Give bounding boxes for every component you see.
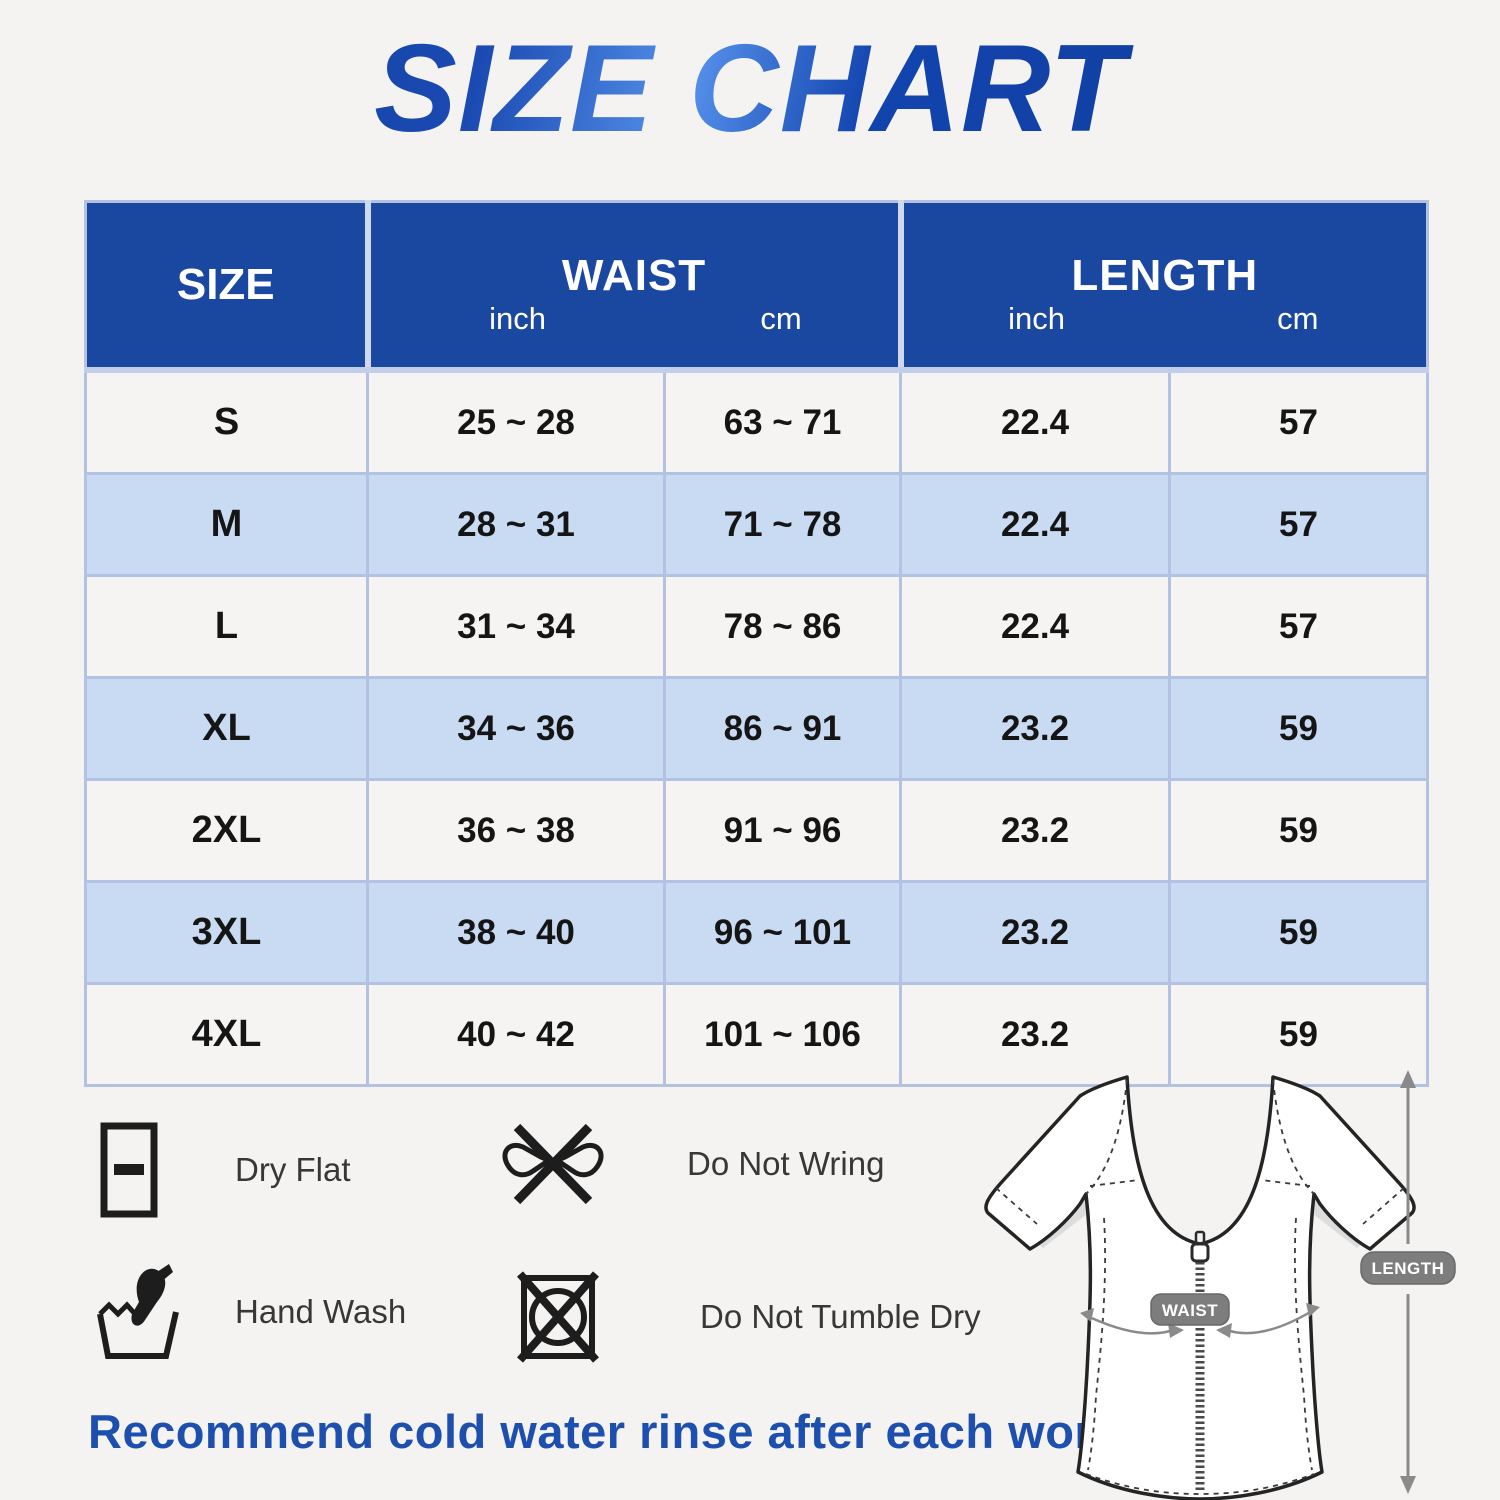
dry-flat-icon bbox=[100, 1122, 158, 1218]
length-label-pill: LENGTH bbox=[1360, 1251, 1456, 1285]
cell-length-cm: 59 bbox=[1168, 676, 1430, 781]
garment-outline bbox=[984, 1075, 1416, 1500]
waist-arrowheads bbox=[1080, 1303, 1320, 1338]
cell-waist-inch: 40 ~ 42 bbox=[366, 982, 666, 1087]
waist-label-pill: WAIST bbox=[1150, 1293, 1230, 1326]
cell-waist-cm: 91 ~ 96 bbox=[662, 778, 903, 883]
care-item-dry-flat: Dry Flat bbox=[100, 1122, 351, 1218]
do-not-tumble-dry-icon bbox=[517, 1271, 599, 1363]
length-arrow bbox=[1400, 1070, 1416, 1494]
do-not-wring-icon bbox=[502, 1123, 604, 1205]
header-length-inch: inch bbox=[897, 301, 1170, 373]
size-table: SIZE WAIST LENGTH inch cm inch cm S 25 ~… bbox=[84, 200, 1430, 1087]
cell-waist-inch: 38 ~ 40 bbox=[366, 880, 666, 985]
svg-text:LENGTH: LENGTH bbox=[1372, 1259, 1445, 1278]
cell-length-inch: 22.4 bbox=[899, 368, 1172, 475]
cell-length-inch: 23.2 bbox=[899, 982, 1172, 1087]
cell-length-inch: 23.2 bbox=[899, 880, 1172, 985]
table-row-2xl: 2XL 36 ~ 38 91 ~ 96 23.2 59 bbox=[84, 778, 1430, 883]
waist-arrows bbox=[1082, 1306, 1318, 1335]
svg-text:WAIST: WAIST bbox=[1162, 1301, 1218, 1320]
table-row-4xl: 4XL 40 ~ 42 101 ~ 106 23.2 59 bbox=[84, 982, 1430, 1087]
care-label: Hand Wash bbox=[235, 1293, 407, 1330]
cell-waist-cm: 63 ~ 71 bbox=[662, 368, 903, 475]
cell-size: M bbox=[84, 472, 369, 577]
table-row-xl: XL 34 ~ 36 86 ~ 91 23.2 59 bbox=[84, 676, 1430, 781]
note-text: Recommend cold water rinse after each wo… bbox=[88, 1405, 1208, 1458]
table-row-s: S 25 ~ 28 63 ~ 71 22.4 57 bbox=[84, 368, 1430, 475]
cell-waist-cm: 78 ~ 86 bbox=[662, 574, 903, 679]
table-row-3xl: 3XL 38 ~ 40 96 ~ 101 23.2 59 bbox=[84, 880, 1430, 985]
cell-waist-cm: 86 ~ 91 bbox=[662, 676, 903, 781]
cell-length-inch: 22.4 bbox=[899, 574, 1172, 679]
cell-size: 3XL bbox=[84, 880, 369, 985]
cell-length-cm: 59 bbox=[1168, 880, 1430, 985]
care-label: Do Not Wring bbox=[687, 1145, 885, 1182]
care-item-hand-wash: Hand Wash bbox=[95, 1262, 406, 1362]
care-label: Dry Flat bbox=[235, 1151, 351, 1188]
cell-waist-cm: 101 ~ 106 bbox=[662, 982, 903, 1087]
cell-waist-cm: 96 ~ 101 bbox=[662, 880, 903, 985]
header-waist-cm: cm bbox=[664, 301, 901, 373]
cell-length-inch: 22.4 bbox=[899, 472, 1172, 577]
cell-length-cm: 57 bbox=[1168, 472, 1430, 577]
cell-length-cm: 59 bbox=[1168, 778, 1430, 883]
page-title: SIZE CHART bbox=[0, 18, 1500, 160]
header-length-cm: cm bbox=[1169, 301, 1428, 373]
cell-size: S bbox=[84, 368, 369, 475]
cell-size: 2XL bbox=[84, 778, 369, 883]
table-row-l: L 31 ~ 34 78 ~ 86 22.4 57 bbox=[84, 574, 1430, 679]
table-row-m: M 28 ~ 31 71 ~ 78 22.4 57 bbox=[84, 472, 1430, 577]
cell-length-cm: 57 bbox=[1168, 574, 1430, 679]
header-length: LENGTH bbox=[897, 201, 1428, 301]
size-table-header: SIZE WAIST LENGTH inch cm inch cm bbox=[85, 201, 1428, 373]
cell-waist-inch: 31 ~ 34 bbox=[366, 574, 666, 679]
cell-length-cm: 59 bbox=[1168, 982, 1430, 1087]
cell-waist-cm: 71 ~ 78 bbox=[662, 472, 903, 577]
cell-length-cm: 57 bbox=[1168, 368, 1430, 475]
header-waist: WAIST bbox=[367, 201, 901, 301]
header-waist-inch: inch bbox=[367, 301, 665, 373]
care-item-do-not-tumble-dry: Do Not Tumble Dry bbox=[512, 1266, 981, 1368]
cell-size: XL bbox=[84, 676, 369, 781]
care-label: Do Not Tumble Dry bbox=[700, 1298, 981, 1335]
cell-length-inch: 23.2 bbox=[899, 676, 1172, 781]
cell-waist-inch: 36 ~ 38 bbox=[366, 778, 666, 883]
cell-length-inch: 23.2 bbox=[899, 778, 1172, 883]
care-item-do-not-wring: Do Not Wring bbox=[495, 1116, 884, 1212]
cell-waist-inch: 28 ~ 31 bbox=[366, 472, 666, 577]
zipper bbox=[1190, 1230, 1210, 1492]
seam-dashed-lines bbox=[995, 1079, 1405, 1495]
cell-size: 4XL bbox=[84, 982, 369, 1087]
cell-size: L bbox=[84, 574, 369, 679]
header-size: SIZE bbox=[85, 201, 371, 373]
garment-diagram: WAIST LENGTH bbox=[984, 1070, 1456, 1500]
hand-wash-icon bbox=[97, 1264, 179, 1359]
cell-waist-inch: 25 ~ 28 bbox=[366, 368, 666, 475]
cell-waist-inch: 34 ~ 36 bbox=[366, 676, 666, 781]
